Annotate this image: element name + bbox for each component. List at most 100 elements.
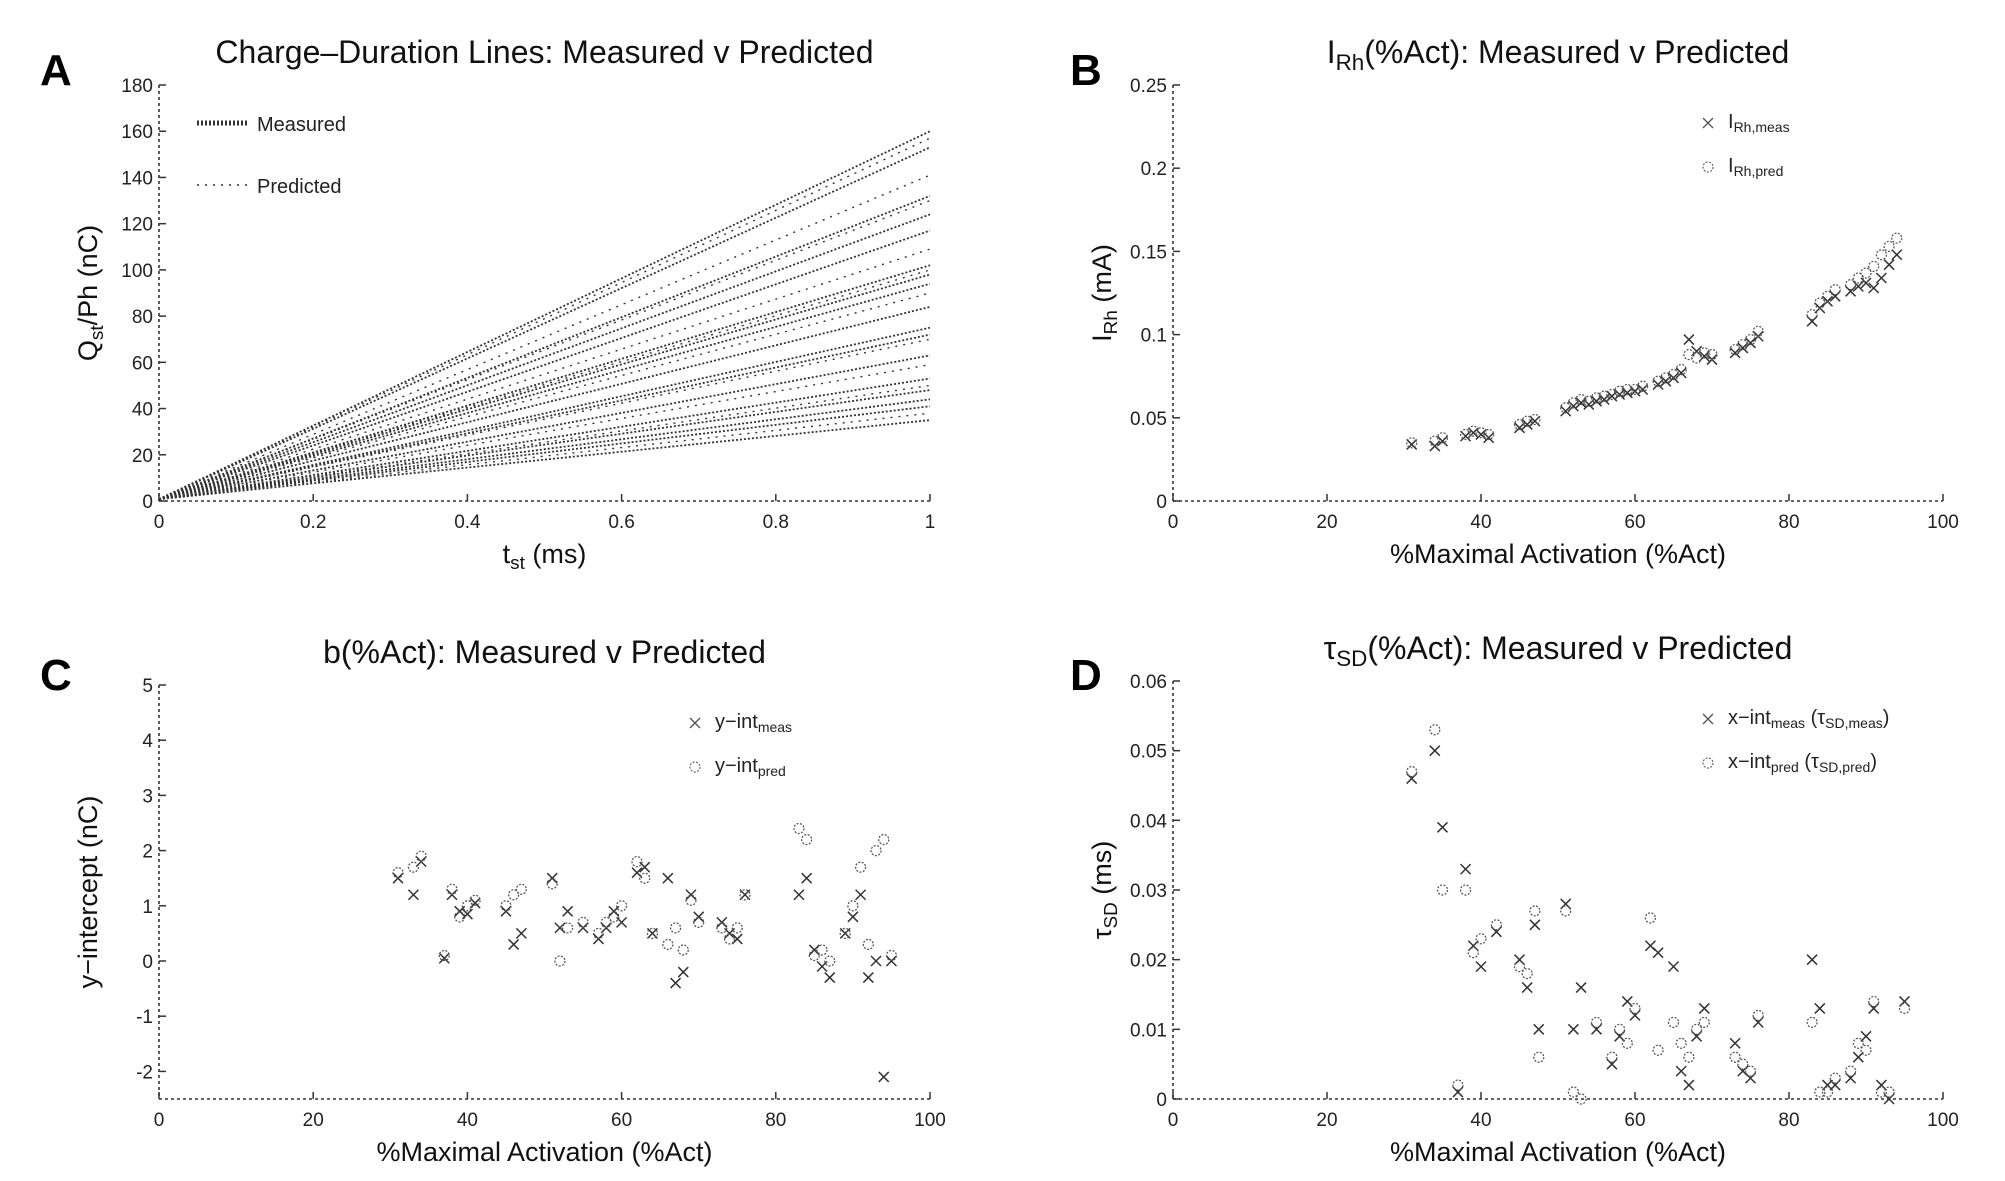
x-tick-label: 1 <box>925 512 936 533</box>
data-point-measured <box>1892 250 1902 260</box>
data-point-predicted <box>1530 906 1540 916</box>
y-tick-label: 4 <box>142 731 153 752</box>
data-point-predicted <box>856 862 866 872</box>
legend-marker-o <box>1703 758 1713 768</box>
panel-letter: C <box>40 651 72 700</box>
y-tick-label: 0 <box>1156 1090 1167 1111</box>
y-tick-label: 0.05 <box>1130 409 1167 430</box>
legend-label: IRh,pred <box>1728 155 1783 179</box>
data-point-predicted <box>617 901 627 911</box>
x-tick-label: 100 <box>1927 1110 1959 1131</box>
data-point-predicted <box>802 835 812 845</box>
text-segment: I <box>1327 34 1336 70</box>
y-tick-label: 120 <box>121 215 153 236</box>
predicted-line <box>159 413 930 499</box>
measured-line <box>159 147 930 499</box>
data-point-predicted <box>871 846 881 856</box>
x-tick-label: 0.2 <box>300 512 326 533</box>
data-point-predicted <box>640 873 650 883</box>
y-tick-label: -1 <box>136 1007 153 1028</box>
data-point-predicted <box>416 851 426 861</box>
chart-title: Charge–Duration Lines: Measured v Predic… <box>215 34 873 70</box>
data-point-measured <box>1476 962 1486 972</box>
y-tick-label: 3 <box>142 786 153 807</box>
subscript: SD,meas <box>1825 715 1883 731</box>
data-point-measured <box>1807 955 1817 965</box>
data-point-measured <box>856 890 866 900</box>
measured-line <box>159 284 930 499</box>
text-segment: I <box>1087 334 1117 342</box>
text-segment: (mA) <box>1087 244 1117 310</box>
data-point-measured <box>563 906 573 916</box>
data-point-predicted <box>794 824 804 834</box>
subscript: Rh,pred <box>1734 163 1784 179</box>
data-point-predicted <box>509 890 519 900</box>
text-segment: %Maximal Activation (%Act) <box>376 1137 712 1167</box>
subscript: pred <box>1771 759 1799 775</box>
data-point-measured <box>408 890 418 900</box>
x-tick-label: 0.4 <box>454 512 481 533</box>
data-point-measured <box>794 890 804 900</box>
text-segment: x−int <box>1728 751 1771 773</box>
panel-D: DτSD(%Act): Measured v Predicted02040608… <box>1070 630 1959 1167</box>
y-tick-label: 0.2 <box>1141 159 1167 180</box>
x-tick-label: 80 <box>1778 512 1799 533</box>
data-point-predicted <box>671 923 681 933</box>
panel-letter: A <box>40 46 72 95</box>
data-point-measured <box>1430 746 1440 756</box>
data-point-measured <box>1576 983 1586 993</box>
legend-label: Measured <box>257 114 346 136</box>
data-point-predicted <box>1491 920 1501 930</box>
data-point-measured <box>1461 864 1471 874</box>
subscript: meas <box>758 719 792 735</box>
y-tick-label: 180 <box>121 76 153 97</box>
data-point-predicted <box>1615 1024 1625 1034</box>
data-point-measured <box>1699 1003 1709 1013</box>
data-point-predicted <box>563 923 573 933</box>
data-point-predicted <box>1884 241 1894 251</box>
legend-label: x−intpred (τSD,pred) <box>1728 751 1877 775</box>
predicted-line <box>159 365 930 500</box>
data-point-measured <box>1438 822 1448 832</box>
y-tick-label: 140 <box>121 168 153 189</box>
data-point-measured <box>640 862 650 872</box>
data-point-predicted <box>1607 1052 1617 1062</box>
chart-title: τSD(%Act): Measured v Predicted <box>1324 630 1793 671</box>
data-point-predicted <box>879 835 889 845</box>
data-point-predicted <box>1653 1045 1663 1055</box>
data-point-predicted <box>547 879 557 889</box>
data-point-predicted <box>601 917 611 927</box>
data-point-predicted <box>1807 1017 1817 1027</box>
x-tick-label: 0 <box>1168 512 1179 533</box>
data-point-predicted <box>1830 1073 1840 1083</box>
data-point-predicted <box>1846 1066 1856 1076</box>
data-point-predicted <box>455 912 465 922</box>
y-tick-label: 100 <box>121 261 153 282</box>
y-tick-label: 20 <box>132 446 153 467</box>
subscript: SD <box>1336 646 1367 671</box>
data-point-measured <box>516 928 526 938</box>
x-tick-label: 40 <box>1470 1110 1491 1131</box>
subscript: Rh <box>1336 50 1365 75</box>
x-axis-label: %Maximal Activation (%Act) <box>1390 539 1726 569</box>
data-point-predicted <box>1407 438 1417 448</box>
data-point-measured <box>871 956 881 966</box>
text-segment: Charge–Duration Lines: Measured v Predic… <box>215 34 873 70</box>
data-point-measured <box>825 973 835 983</box>
predicted-line <box>159 293 930 499</box>
data-point-measured <box>663 873 673 883</box>
data-point-predicted <box>1430 725 1440 735</box>
y-tick-label: 2 <box>142 842 153 863</box>
data-point-predicted <box>555 956 565 966</box>
panel-letter: D <box>1070 651 1102 700</box>
x-tick-label: 0 <box>154 512 165 533</box>
measured-line <box>159 307 930 499</box>
data-point-predicted <box>717 923 727 933</box>
data-point-predicted <box>1699 1017 1709 1027</box>
data-point-measured <box>1534 1024 1544 1034</box>
legend-marker-o <box>1703 162 1713 172</box>
data-point-predicted <box>447 884 457 894</box>
text-segment: (τ <box>1799 751 1819 773</box>
data-point-predicted <box>462 901 472 911</box>
chart-title: b(%Act): Measured v Predicted <box>323 634 766 670</box>
